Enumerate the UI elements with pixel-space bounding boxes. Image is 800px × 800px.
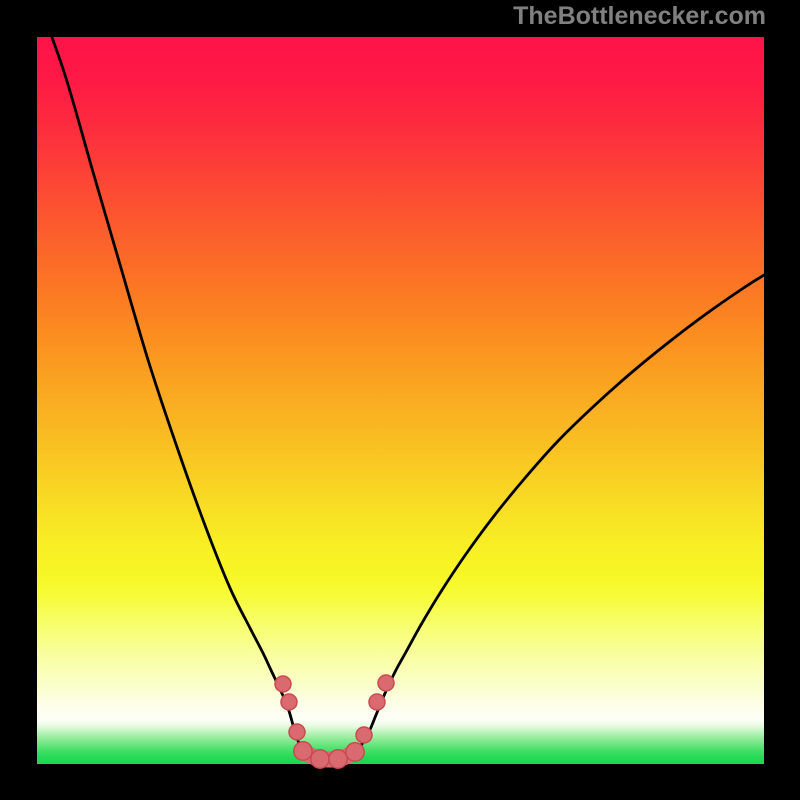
watermark-label: TheBottlenecker.com [513,2,766,31]
highlight-dot [329,750,347,768]
highlight-dot [289,724,305,740]
highlight-dot [378,675,394,691]
highlight-dot [281,694,297,710]
highlight-dot [275,676,291,692]
highlight-dots [0,0,800,800]
highlight-dot [311,750,329,768]
highlight-dot [294,742,312,760]
highlight-dot [369,694,385,710]
highlight-dot [356,727,372,743]
highlight-dot [346,743,364,761]
